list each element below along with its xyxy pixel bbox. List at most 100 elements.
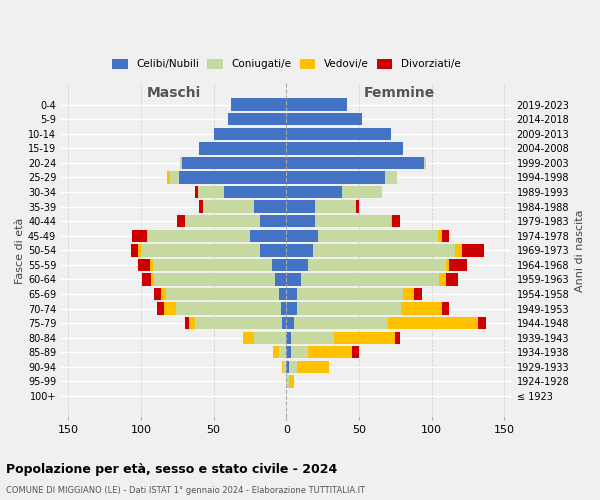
- Bar: [141, 244, 286, 256]
- Bar: [231, 98, 286, 111]
- Bar: [138, 258, 286, 271]
- Bar: [166, 288, 286, 300]
- Bar: [203, 200, 286, 213]
- Bar: [286, 98, 347, 111]
- Bar: [254, 200, 286, 213]
- Bar: [286, 302, 442, 315]
- Bar: [250, 230, 286, 242]
- Bar: [286, 156, 426, 169]
- Bar: [286, 244, 313, 256]
- Bar: [157, 302, 286, 315]
- Bar: [231, 98, 286, 111]
- Bar: [286, 200, 356, 213]
- Bar: [180, 156, 286, 169]
- Bar: [286, 258, 308, 271]
- Bar: [182, 156, 286, 169]
- Bar: [243, 332, 286, 344]
- Bar: [197, 186, 286, 198]
- Bar: [286, 186, 341, 198]
- Text: Maschi: Maschi: [146, 86, 201, 100]
- Bar: [286, 230, 442, 242]
- Text: Femmine: Femmine: [364, 86, 434, 100]
- Bar: [214, 128, 286, 140]
- Bar: [286, 186, 382, 198]
- Bar: [286, 142, 403, 154]
- Bar: [286, 215, 316, 228]
- Text: COMUNE DI MIGGIANO (LE) - Dati ISTAT 1° gennaio 2024 - Elaborazione TUTTITALIA.I: COMUNE DI MIGGIANO (LE) - Dati ISTAT 1° …: [6, 486, 365, 495]
- Bar: [273, 346, 286, 358]
- Bar: [281, 302, 286, 315]
- Bar: [286, 215, 391, 228]
- Bar: [228, 113, 286, 126]
- Bar: [243, 332, 286, 344]
- Bar: [286, 244, 455, 256]
- Bar: [286, 288, 422, 300]
- Bar: [189, 317, 286, 330]
- Bar: [286, 172, 397, 183]
- Bar: [286, 375, 293, 388]
- Bar: [273, 346, 286, 358]
- Bar: [231, 98, 286, 111]
- Bar: [286, 186, 382, 198]
- Y-axis label: Fasce di età: Fasce di età: [15, 217, 25, 284]
- Bar: [286, 332, 400, 344]
- Bar: [286, 274, 446, 285]
- Bar: [282, 360, 286, 373]
- Bar: [131, 244, 286, 256]
- Text: Popolazione per età, sesso e stato civile - 2024: Popolazione per età, sesso e stato civil…: [6, 462, 337, 475]
- Bar: [167, 172, 286, 183]
- Bar: [282, 317, 286, 330]
- Bar: [286, 288, 403, 300]
- Bar: [286, 332, 334, 344]
- Bar: [286, 156, 426, 169]
- Bar: [286, 375, 289, 388]
- Bar: [260, 244, 286, 256]
- Bar: [286, 288, 415, 300]
- Bar: [286, 200, 356, 213]
- Bar: [286, 230, 437, 242]
- Bar: [195, 186, 286, 198]
- Bar: [214, 128, 286, 140]
- Bar: [286, 274, 439, 285]
- Bar: [286, 113, 362, 126]
- Bar: [286, 128, 391, 140]
- Bar: [272, 258, 286, 271]
- Bar: [286, 200, 359, 213]
- Bar: [286, 200, 316, 213]
- Bar: [286, 186, 382, 198]
- Bar: [154, 274, 286, 285]
- Bar: [286, 288, 296, 300]
- Bar: [154, 288, 286, 300]
- Bar: [286, 346, 352, 358]
- Bar: [286, 258, 449, 271]
- Bar: [224, 186, 286, 198]
- Bar: [195, 317, 286, 330]
- Bar: [199, 142, 286, 154]
- Bar: [286, 128, 391, 140]
- Bar: [286, 230, 449, 242]
- Bar: [254, 332, 286, 344]
- Bar: [199, 200, 286, 213]
- Bar: [132, 230, 286, 242]
- Bar: [286, 274, 458, 285]
- Bar: [286, 142, 403, 154]
- Bar: [286, 332, 291, 344]
- Bar: [228, 113, 286, 126]
- Bar: [286, 215, 400, 228]
- Bar: [286, 332, 395, 344]
- Bar: [286, 113, 362, 126]
- Bar: [178, 215, 286, 228]
- Bar: [286, 215, 392, 228]
- Bar: [286, 128, 391, 140]
- Bar: [286, 142, 403, 154]
- Bar: [286, 346, 359, 358]
- Bar: [286, 172, 397, 183]
- Bar: [286, 360, 329, 373]
- Bar: [286, 346, 308, 358]
- Bar: [286, 113, 362, 126]
- Bar: [151, 274, 286, 285]
- Bar: [286, 230, 319, 242]
- Bar: [286, 156, 424, 169]
- Bar: [286, 258, 446, 271]
- Bar: [286, 317, 293, 330]
